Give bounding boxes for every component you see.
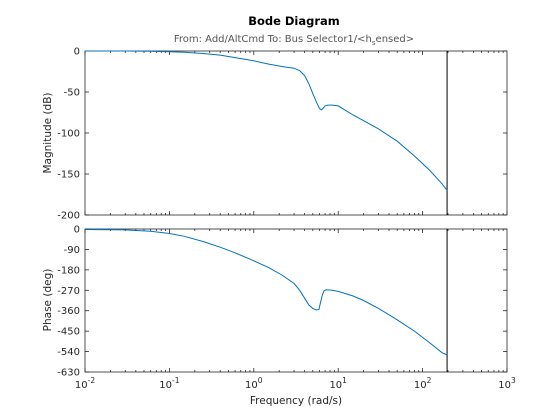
chart-subtitle: From: Add/AltCmd To: Bus Selector1/<hsen… [174,34,414,47]
chart-title: Bode Diagram [248,14,340,28]
magnitude-plot-area [84,50,508,216]
phase-plot: 0 -90 -180 -270 -360 -450 -540 -630 Phase (deg) [42,225,508,379]
ph-y-tick-label: -630 [57,368,80,379]
x-tick-label: 10-1 [159,376,179,391]
ph-y-tick-label: -180 [57,265,80,276]
ph-y-tick-label: -90 [64,245,80,256]
mag-y-tick-label: -100 [57,129,80,140]
ph-y-tick-label: 0 [74,225,80,236]
phase-y-ticks: 0 -90 -180 -270 -360 -450 -540 -630 [57,225,507,379]
ph-y-tick-label: -270 [57,286,80,297]
mag-y-tick-label: -150 [57,170,80,181]
phase-plot-area [84,228,508,373]
x-tick-labels: 10-2 10-1 100 101 102 103 [75,376,516,391]
mag-y-tick-label: -200 [57,211,80,222]
magnitude-series-line [85,50,448,191]
x-tick-label: 102 [414,376,432,391]
phase-y-axis-label: Phase (deg) [42,269,54,332]
x-tick-label: 103 [498,376,516,391]
chart-subtitle-main: From: Add/AltCmd To: Bus Selector1/<h [174,34,372,45]
magnitude-y-ticks: 0 -50 -100 -150 -200 [57,47,507,222]
ph-y-tick-label: -450 [57,327,80,338]
magnitude-x-ticks [84,51,508,215]
phase-series-line [84,229,448,356]
magnitude-plot: 0 -50 -100 -150 -200 Magnitude (dB) [42,47,508,222]
phase-x-ticks [84,229,508,372]
mag-y-tick-label: -50 [64,88,80,99]
chart-subtitle-end: ensed> [376,34,415,45]
chart-subtitle-subscript: s [372,39,376,47]
ph-y-tick-label: -540 [57,347,80,358]
mag-y-tick-label: 0 [74,47,80,58]
ph-y-tick-label: -360 [57,306,80,317]
x-tick-label: 101 [329,376,347,391]
x-tick-label: 100 [245,376,263,391]
magnitude-y-axis-label: Magnitude (dB) [42,92,54,173]
x-axis-label: Frequency (rad/s) [250,395,342,407]
x-tick-label: 10-2 [75,376,95,391]
